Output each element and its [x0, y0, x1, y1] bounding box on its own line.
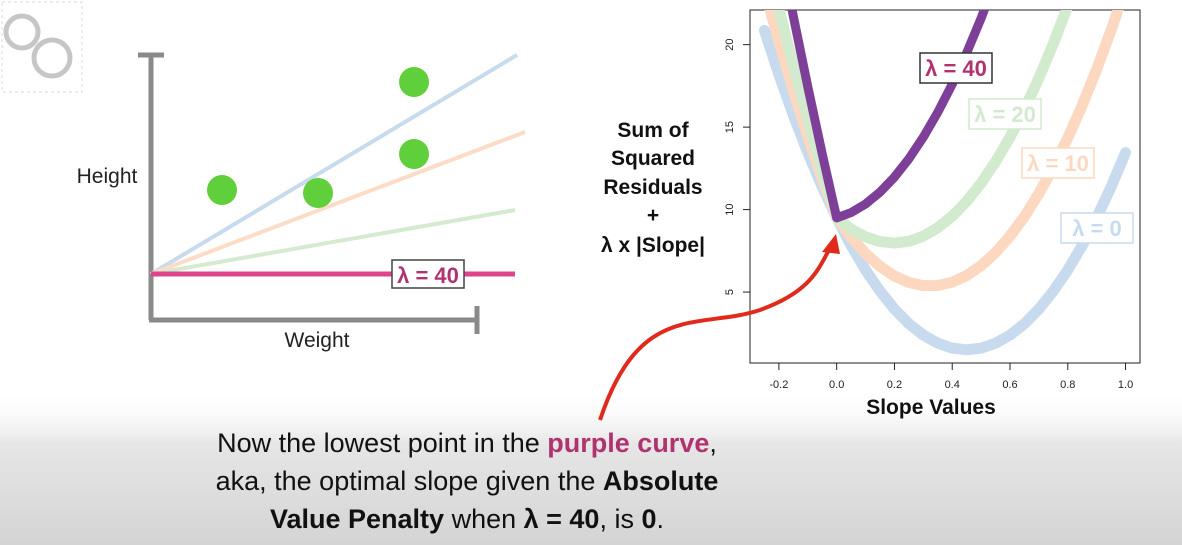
x-label: Weight [285, 329, 350, 352]
caption-text: when [444, 504, 524, 534]
y-tick-label: 15 [724, 121, 736, 133]
caption-line: aka, the optimal slope given the Absolut… [216, 466, 719, 496]
line-label: λ = 40 [397, 263, 459, 288]
y-tick-label: 5 [724, 289, 736, 295]
y-tick-label: 10 [724, 203, 736, 215]
data-point [399, 67, 429, 97]
x-tick-label: 0.8 [1060, 379, 1075, 391]
caption-text: Now the lowest point in the [217, 428, 547, 458]
y-label: Sum of [617, 119, 689, 142]
series-line [787, 10, 990, 223]
data-point [399, 139, 429, 169]
arrow-head [822, 234, 840, 254]
chart: 5 10 15 20 -0.2 0.0 0.2 0.4 0.6 0.8 1.0 Slope Value… [601, 9, 1141, 419]
caption-emphasis: Value Penalty [270, 504, 444, 534]
y-label: Squared [611, 147, 695, 170]
x-tick-label: 0.4 [945, 379, 960, 391]
arrow [598, 247, 832, 421]
line-label-box [391, 259, 465, 289]
caption-text: , [709, 428, 717, 458]
fit-line [149, 53, 519, 276]
legend-label: λ = 20 [974, 102, 1036, 127]
legend-box [1021, 147, 1095, 179]
caption-emphasis: Absolute [603, 466, 719, 496]
legend-box [1060, 212, 1134, 244]
legend-label: λ = 10 [1027, 151, 1089, 176]
fit-line [150, 130, 526, 276]
x-label: Slope Values [866, 396, 996, 419]
legend-box [919, 52, 993, 84]
data-point [303, 178, 333, 208]
caption-emphasis: purple curve [547, 428, 709, 458]
x-tick-label: 0.6 [1002, 379, 1017, 391]
plot-area [758, 10, 1132, 356]
logo [1, 1, 83, 93]
x-tick-label: -0.2 [769, 379, 788, 391]
caption-emphasis: 0 [641, 504, 656, 534]
legend-label: λ = 40 [925, 56, 987, 81]
caption-text: . [657, 504, 665, 534]
data-point [207, 175, 237, 205]
x-tick-label: 0.0 [829, 379, 844, 391]
legend-label: λ = 0 [1072, 216, 1122, 241]
diagram: λ = 40 Height Weight [77, 52, 526, 352]
caption-line: Value Penalty when λ = 40, is 0. [270, 504, 664, 534]
caption-band [0, 390, 1182, 545]
caption-text: aka, the optimal slope given the [216, 466, 603, 496]
y-label: Residuals [603, 176, 702, 199]
y-label: + [647, 204, 659, 227]
y-tick-label: 20 [724, 39, 736, 51]
x-tick-label: 1.0 [1118, 379, 1133, 391]
x-tick-label: 0.2 [887, 379, 902, 391]
legend-box [968, 98, 1042, 130]
caption-text: , is [599, 504, 641, 534]
caption-line: Now the lowest point in the purple curve… [217, 428, 717, 458]
fit-line [150, 208, 516, 276]
caption: Now the lowest point in the purple curve… [216, 428, 719, 534]
y-label: λ x |Slope| [601, 234, 705, 257]
plot-frame [749, 9, 1141, 364]
caption-emphasis: λ = 40 [524, 504, 600, 534]
y-label: Height [77, 165, 138, 188]
